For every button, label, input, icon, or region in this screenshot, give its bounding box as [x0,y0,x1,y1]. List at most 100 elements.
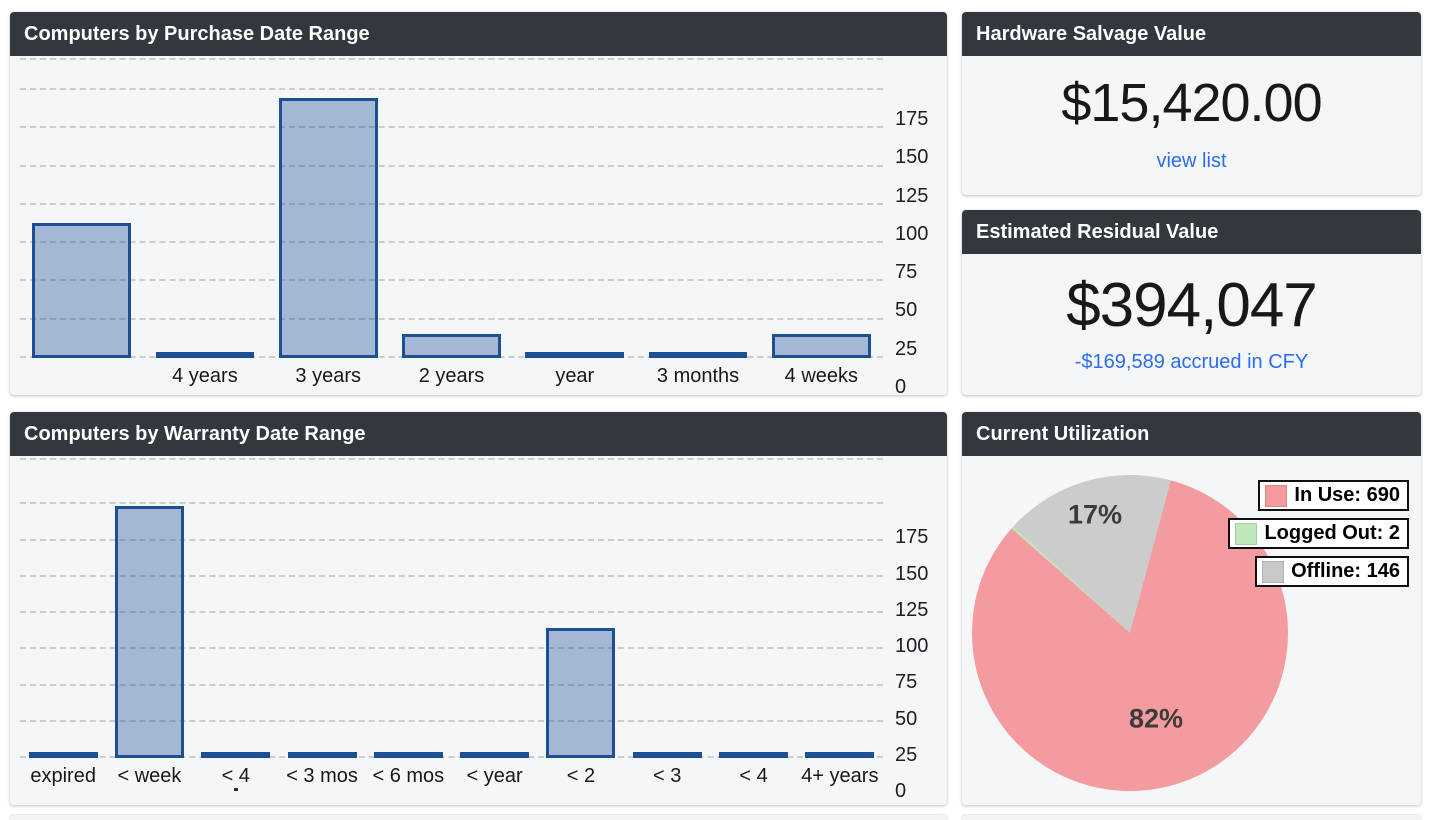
x-axis-label: 4+ years [801,765,879,787]
gridline [20,575,883,577]
bar-2-years[interactable] [402,334,501,358]
gridline [20,458,883,460]
gridline [20,318,883,320]
y-axis-tick-label: 125 [895,599,929,621]
gridline [20,165,883,167]
pie-legend: In Use: 690 Logged Out: 2 Offline: 146 [1228,480,1409,587]
y-axis-tick-label: 100 [895,223,929,245]
x-axis-label: < 3 mos [286,765,358,787]
x-axis-label: 4 years [172,365,238,387]
y-axis-tick-label: 50 [895,708,918,730]
x-axis-label: < 6 mos [372,765,445,787]
salvage-amount: $15,420.00 [1061,73,1322,133]
y-axis-tick-label: 175 [895,526,929,548]
gridline [20,647,883,649]
bar--2[interactable] [546,628,616,758]
gridline [20,203,883,205]
bar--6-mos[interactable] [373,752,443,758]
view-list-link[interactable]: view list [1156,150,1227,172]
gridline [20,126,883,128]
next-row-card-partial-right [962,815,1421,820]
y-axis-tick-label: 25 [895,338,918,360]
hardware-salvage-card: Hardware Salvage Value $15,420.00 view l… [962,12,1421,195]
x-axis-label: < 3 [653,765,682,787]
gridline [20,720,883,722]
gridline [20,58,883,60]
clipped-label-mark [233,788,238,791]
pie-percent-label: 17% [1067,499,1123,530]
bar--week[interactable] [114,506,184,758]
y-axis-tick-label: 125 [895,185,929,207]
legend-swatch [1235,522,1258,545]
x-axis-label: expired [30,765,96,787]
next-row-card-partial-left [10,815,947,820]
y-axis-tick-label: 75 [895,671,918,693]
y-axis-tick-label: 0 [895,780,907,802]
x-axis-label: 4 weeks [784,365,859,387]
gridline [20,539,883,541]
x-axis-label: 3 months [656,365,740,387]
bar-expired[interactable] [28,752,98,758]
x-axis-label: year [555,365,595,387]
current-utilization-card: Current Utilization 82% 17% In Use: 690 Log… [962,412,1421,805]
bar-3-months[interactable] [648,352,748,358]
x-axis-label: < 4 [739,765,768,787]
purchase-date-bar-chart[interactable]: 4 years 3 years 2 years year 3 months 4 weeks… [10,56,947,398]
bar--year[interactable] [460,752,530,758]
bar--4[interactable] [719,752,789,758]
legend-label: In Use: 690 [1294,484,1400,506]
residual-value-card-title: Estimated Residual Value [962,210,1421,254]
accrued-cfy-link[interactable]: -$169,589 accrued in CFY [1074,351,1309,373]
bar-4-weeks[interactable] [772,334,871,358]
warranty-date-bar-chart[interactable]: expired < week < 4 < 3 mos < 6 mos < year < 2 <… [10,456,947,802]
y-axis-tick-label: 150 [895,563,929,585]
legend-label: Offline: 146 [1291,560,1400,582]
bar--3[interactable] [632,752,702,758]
x-axis-label: < year [466,765,523,787]
bar-4-years[interactable] [155,352,255,358]
bar--3-mos[interactable] [287,752,357,758]
y-axis-tick-label: 0 [895,376,907,398]
x-axis-label: < 4 [193,765,279,791]
gridline [20,279,883,281]
legend-label: Logged Out: 2 [1264,522,1400,544]
purchase-date-card-title: Computers by Purchase Date Range [10,12,947,56]
utilization-pie-chart: 82% 17% In Use: 690 Logged Out: 2 Offline: 1… [962,456,1421,805]
bar-3-years[interactable] [278,98,378,358]
x-axis-label: < 2 [566,765,596,787]
legend-item-logged-out[interactable]: Logged Out: 2 [1228,518,1409,549]
legend-swatch [1262,560,1285,583]
bar--4[interactable] [201,752,271,758]
x-axis-label: 3 years [295,365,361,387]
bar-unlabeled[interactable] [32,223,131,358]
purchase-date-card: Computers by Purchase Date Range 4 years… [10,12,947,398]
gridline [20,684,883,686]
gridline [20,502,883,504]
pie[interactable]: 82% 17% [972,475,1288,791]
gridline [20,756,883,758]
legend-item-in-use[interactable]: In Use: 690 [1258,480,1409,511]
warranty-date-card-title: Computers by Warranty Date Range [10,412,947,456]
y-axis-tick-label: 75 [895,261,918,283]
gridline [20,611,883,613]
x-axis-label [20,365,143,387]
gridline [20,241,883,243]
current-utilization-card-title: Current Utilization [962,412,1421,456]
bar-year[interactable] [525,352,625,358]
pie-percent-label: 82% [1128,703,1184,734]
y-axis-tick-label: 100 [895,635,929,657]
y-axis-tick-label: 25 [895,744,918,766]
gridline [20,88,883,90]
residual-amount: $394,047 [1066,271,1318,340]
hardware-salvage-card-title: Hardware Salvage Value [962,12,1421,56]
bar-4+-years[interactable] [805,752,875,758]
residual-value-card: Estimated Residual Value $394,047 -$169,… [962,210,1421,395]
x-axis-label: 2 years [418,365,485,387]
y-axis-tick-label: 50 [895,299,918,321]
x-axis-label: < week [117,765,182,787]
y-axis-tick-label: 150 [895,146,929,168]
y-axis-tick-label: 175 [895,108,929,130]
warranty-date-card: Computers by Warranty Date Range expired… [10,412,947,805]
legend-swatch [1265,484,1288,507]
legend-item-offline[interactable]: Offline: 146 [1255,556,1409,587]
